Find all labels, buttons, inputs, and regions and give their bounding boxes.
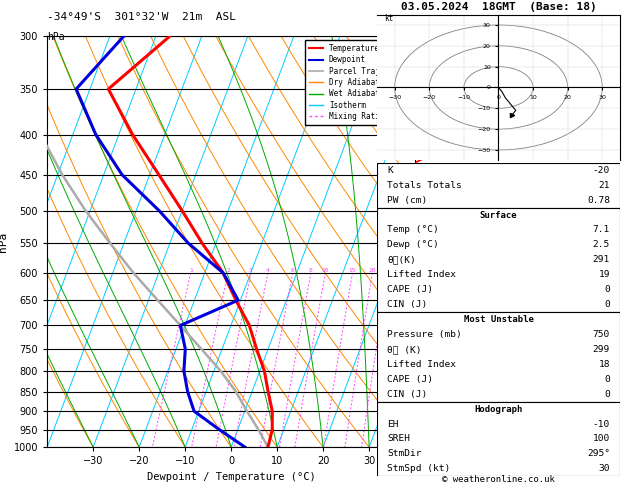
Text: 291: 291 — [593, 255, 610, 264]
Text: 2: 2 — [419, 366, 424, 376]
Text: 30: 30 — [598, 464, 610, 473]
Text: 20: 20 — [369, 268, 376, 273]
Text: -10: -10 — [593, 419, 610, 429]
Text: 18: 18 — [598, 360, 610, 369]
Text: 1: 1 — [189, 268, 192, 273]
FancyBboxPatch shape — [377, 208, 620, 312]
Text: hPa: hPa — [47, 32, 65, 42]
Text: 15: 15 — [348, 268, 356, 273]
Text: 21: 21 — [598, 181, 610, 190]
Text: -34°49'S  301°32'W  21m  ASL: -34°49'S 301°32'W 21m ASL — [47, 12, 236, 22]
Text: CIN (J): CIN (J) — [387, 390, 427, 399]
Text: 3: 3 — [249, 268, 253, 273]
Text: 25: 25 — [384, 268, 392, 273]
Text: 750: 750 — [593, 330, 610, 339]
Text: StmDir: StmDir — [387, 450, 421, 458]
Text: θᴄ(K): θᴄ(K) — [387, 255, 416, 264]
Text: Most Unstable: Most Unstable — [464, 315, 533, 324]
Text: Lifted Index: Lifted Index — [387, 270, 456, 279]
Text: SREH: SREH — [387, 434, 410, 443]
Text: 7: 7 — [419, 37, 424, 47]
Text: LCL: LCL — [416, 430, 433, 438]
Text: CIN (J): CIN (J) — [387, 300, 427, 309]
Text: 295°: 295° — [587, 450, 610, 458]
FancyBboxPatch shape — [377, 163, 620, 208]
Text: Temp (°C): Temp (°C) — [387, 226, 439, 234]
Text: km
ASL: km ASL — [418, 26, 433, 46]
Legend: Temperature, Dewpoint, Parcel Trajectory, Dry Adiabat, Wet Adiabat, Isotherm, Mi: Temperature, Dewpoint, Parcel Trajectory… — [305, 40, 411, 124]
Text: PW (cm): PW (cm) — [387, 196, 427, 205]
Text: 03.05.2024  18GMT  (Base: 18): 03.05.2024 18GMT (Base: 18) — [401, 2, 596, 12]
Text: 19: 19 — [598, 270, 610, 279]
Text: 6: 6 — [291, 268, 294, 273]
Text: K: K — [387, 166, 393, 175]
FancyBboxPatch shape — [377, 401, 620, 476]
Text: 100: 100 — [593, 434, 610, 443]
Text: kt: kt — [384, 14, 394, 23]
Text: Totals Totals: Totals Totals — [387, 181, 462, 190]
Text: 5: 5 — [419, 206, 424, 215]
Text: 0: 0 — [604, 300, 610, 309]
Text: 8: 8 — [309, 268, 313, 273]
Text: Hodograph: Hodograph — [474, 405, 523, 414]
Text: CAPE (J): CAPE (J) — [387, 375, 433, 384]
FancyBboxPatch shape — [377, 312, 620, 401]
Text: EH: EH — [387, 419, 399, 429]
Y-axis label: hPa: hPa — [0, 232, 8, 252]
Text: 7.1: 7.1 — [593, 226, 610, 234]
Text: Lifted Index: Lifted Index — [387, 360, 456, 369]
Text: 1: 1 — [419, 416, 424, 425]
Text: 2.5: 2.5 — [593, 241, 610, 249]
Text: 0: 0 — [604, 285, 610, 294]
Text: StmSpd (kt): StmSpd (kt) — [387, 464, 450, 473]
Text: 4: 4 — [419, 268, 424, 278]
Text: Pressure (mb): Pressure (mb) — [387, 330, 462, 339]
Text: 4: 4 — [266, 268, 270, 273]
Text: 0: 0 — [604, 375, 610, 384]
Text: © weatheronline.co.uk: © weatheronline.co.uk — [442, 474, 555, 484]
Text: 10: 10 — [321, 268, 329, 273]
Text: 0.78: 0.78 — [587, 196, 610, 205]
Text: Surface: Surface — [480, 210, 517, 220]
Text: Dewp (°C): Dewp (°C) — [387, 241, 439, 249]
Text: 6: 6 — [419, 130, 424, 139]
Text: CAPE (J): CAPE (J) — [387, 285, 433, 294]
Text: 3: 3 — [419, 321, 424, 330]
X-axis label: Dewpoint / Temperature (°C): Dewpoint / Temperature (°C) — [147, 472, 316, 482]
Text: 2: 2 — [226, 268, 230, 273]
Text: 299: 299 — [593, 345, 610, 354]
Text: θᴄ (K): θᴄ (K) — [387, 345, 421, 354]
Text: -20: -20 — [593, 166, 610, 175]
Text: 0: 0 — [604, 390, 610, 399]
